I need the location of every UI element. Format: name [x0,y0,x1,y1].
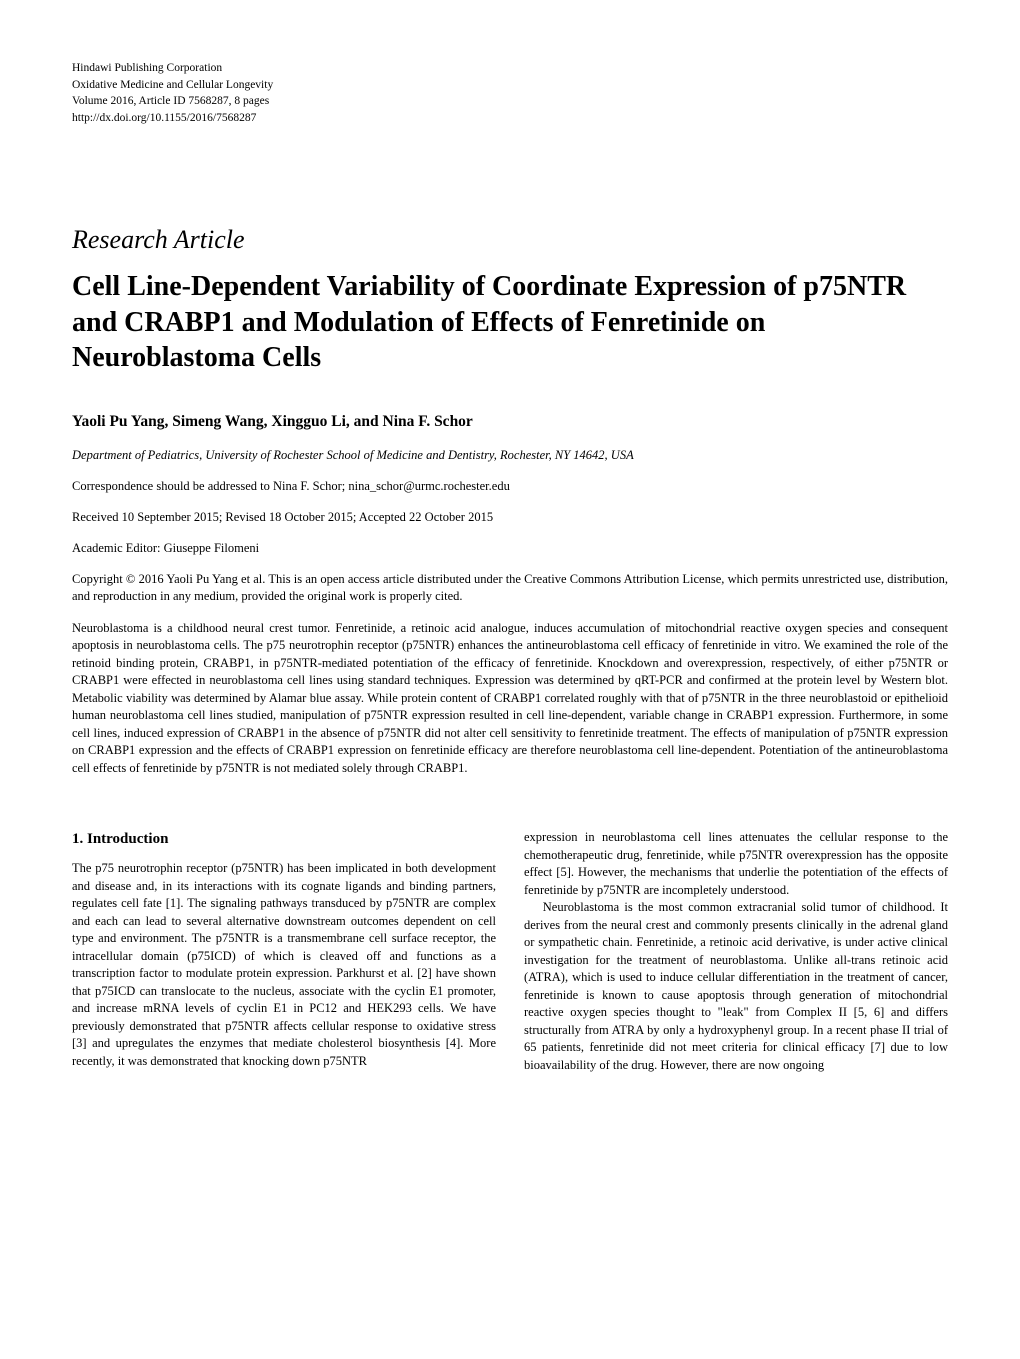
section-heading-introduction: 1. Introduction [72,829,496,850]
body-paragraph: Neuroblastoma is the most common extracr… [524,899,948,1074]
affiliation: Department of Pediatrics, University of … [72,447,948,464]
publisher-line: Hindawi Publishing Corporation [72,60,948,77]
copyright: Copyright © 2016 Yaoli Pu Yang et al. Th… [72,571,948,606]
authors: Yaoli Pu Yang, Simeng Wang, Xingguo Li, … [72,412,948,433]
right-column: expression in neuroblastoma cell lines a… [524,829,948,1074]
abstract: Neuroblastoma is a childhood neural cres… [72,620,948,778]
doi-line: http://dx.doi.org/10.1155/2016/7568287 [72,110,948,127]
body-columns: 1. Introduction The p75 neurotrophin rec… [72,829,948,1074]
dates: Received 10 September 2015; Revised 18 O… [72,509,948,526]
journal-line: Oxidative Medicine and Cellular Longevit… [72,77,948,94]
body-paragraph: expression in neuroblastoma cell lines a… [524,829,948,899]
body-paragraph: The p75 neurotrophin receptor (p75NTR) h… [72,860,496,1070]
volume-line: Volume 2016, Article ID 7568287, 8 pages [72,93,948,110]
correspondence: Correspondence should be addressed to Ni… [72,478,948,495]
academic-editor: Academic Editor: Giuseppe Filomeni [72,540,948,557]
left-column: 1. Introduction The p75 neurotrophin rec… [72,829,496,1074]
publication-info: Hindawi Publishing Corporation Oxidative… [72,60,948,127]
article-title: Cell Line-Dependent Variability of Coord… [72,269,948,376]
article-type: Research Article [72,222,948,257]
